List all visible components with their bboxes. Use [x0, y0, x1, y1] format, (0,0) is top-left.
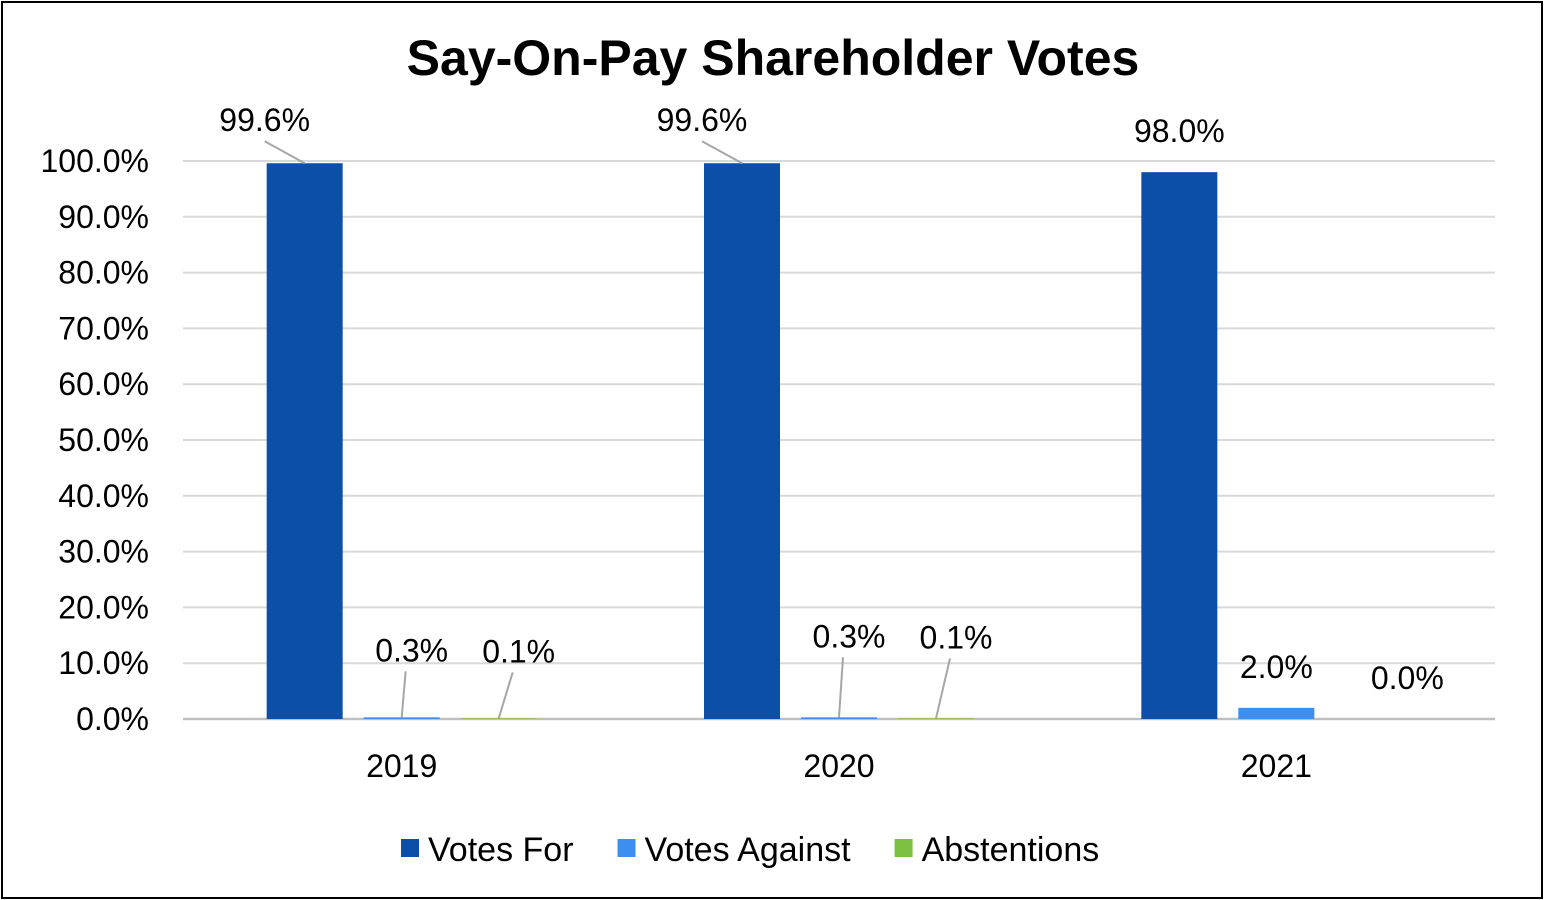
y-tick-label: 40.0% — [58, 478, 149, 514]
bar-votes-against — [801, 717, 877, 719]
bar-votes-against — [363, 717, 440, 719]
legend-swatch — [401, 839, 419, 857]
y-tick-label: 20.0% — [58, 589, 149, 625]
legend-label: Abstentions — [922, 831, 1100, 869]
y-axis: 0.0% 10.0% 20.0% 30.0% 40.0% 50.0% 60.0% 70.0% 8… — [40, 143, 149, 737]
leader-line — [264, 140, 306, 165]
leader-line — [497, 672, 514, 719]
y-tick-label: 50.0% — [58, 422, 149, 458]
data-label: 98.0% — [1134, 113, 1225, 149]
legend-label: Votes For — [428, 831, 574, 869]
y-tick-label: 90.0% — [58, 199, 149, 235]
x-tick-label: 2021 — [1241, 748, 1312, 784]
leader-line — [400, 671, 407, 718]
data-label: 2.0% — [1240, 649, 1313, 685]
bar-votes-for — [704, 163, 780, 719]
grid — [183, 160, 1495, 721]
leader-line — [701, 140, 743, 165]
data-label: 99.6% — [219, 102, 310, 138]
y-tick-label: 60.0% — [58, 366, 149, 402]
data-label: 0.1% — [482, 633, 555, 669]
bar-votes-for — [266, 163, 343, 719]
data-labels: 99.6% 0.3% 0.1% 99.6% 0.3% 0.1% 98.0% 2.0% 0.0% — [219, 102, 1444, 719]
legend: Votes For Votes Against Abstentions — [401, 831, 1099, 869]
data-label: 99.6% — [657, 102, 748, 138]
y-tick-label: 80.0% — [58, 255, 149, 291]
y-tick-label: 30.0% — [58, 534, 149, 570]
bar-chart: Say-On-Pay Shareholder Votes 0.0% 10.0% 20… — [40, 30, 1495, 869]
bar-abstentions — [460, 718, 537, 719]
bar-votes-against — [1238, 707, 1315, 719]
y-tick-label: 100.0% — [40, 143, 149, 179]
x-tick-label: 2019 — [366, 748, 437, 784]
bar-votes-for — [1141, 172, 1218, 719]
legend-swatch — [894, 839, 913, 857]
y-tick-label: 70.0% — [58, 310, 149, 346]
data-label: 0.3% — [813, 618, 886, 654]
bars — [266, 163, 1315, 719]
leader-line — [935, 658, 951, 719]
data-label: 0.0% — [1371, 660, 1444, 696]
data-label: 0.3% — [375, 632, 448, 668]
legend-swatch — [617, 839, 636, 857]
bar-abstentions — [898, 718, 974, 719]
x-axis: 2019 2020 2021 — [366, 748, 1312, 784]
y-tick-label: 10.0% — [58, 645, 149, 681]
y-tick-label: 0.0% — [76, 701, 149, 737]
leader-line — [838, 657, 844, 718]
x-tick-label: 2020 — [803, 748, 874, 784]
legend-label: Votes Against — [645, 831, 852, 869]
chart-title: Say-On-Pay Shareholder Votes — [407, 30, 1140, 86]
data-label: 0.1% — [920, 619, 993, 655]
